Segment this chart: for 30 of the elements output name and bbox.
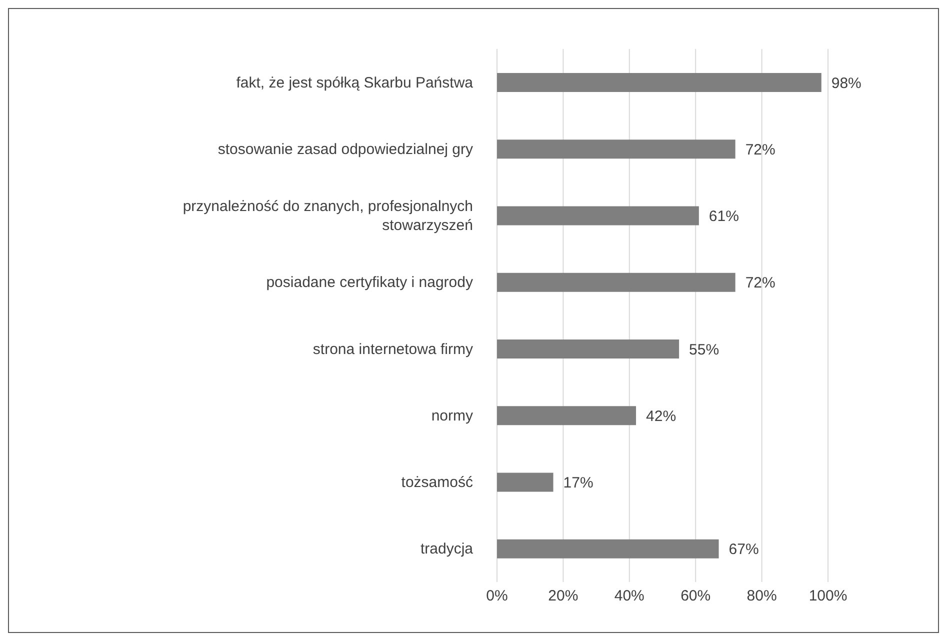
x-tick-label: 0% xyxy=(486,588,508,605)
data-label: 72% xyxy=(745,274,776,292)
bar xyxy=(497,272,736,292)
y-tick-label: strona internetowa firmy xyxy=(312,340,474,358)
bar xyxy=(497,140,736,159)
data-label: 67% xyxy=(728,541,759,558)
bar xyxy=(497,206,699,226)
x-tick-label: 80% xyxy=(746,588,777,605)
y-tick-label: tożsamość xyxy=(401,474,474,492)
bar xyxy=(497,72,822,92)
bar xyxy=(497,339,680,358)
x-tick-label: 100% xyxy=(808,588,848,605)
data-label: 42% xyxy=(646,408,676,425)
y-tick-label: normy xyxy=(431,407,474,424)
x-tick-label: 60% xyxy=(680,588,711,605)
bar xyxy=(497,472,554,492)
y-tick-label: fakt, że jest spółką Skarbu Państwa xyxy=(236,74,474,92)
data-label: 98% xyxy=(831,74,862,92)
y-tick-label: stosowanie zasad odpowiedzialnej gry xyxy=(218,140,474,158)
data-label: 55% xyxy=(689,341,720,358)
x-tick-label: 40% xyxy=(614,588,644,605)
bar xyxy=(497,539,719,558)
data-label: 61% xyxy=(708,208,739,226)
data-label: 72% xyxy=(745,141,776,158)
y-tick-label: tradycja xyxy=(420,540,474,558)
bar xyxy=(497,406,636,426)
data-label: 17% xyxy=(563,474,594,492)
y-tick-label: posiadane certyfikaty i nagrody xyxy=(266,274,474,292)
x-tick-label: 20% xyxy=(548,588,578,605)
y-tick-label: przynależność do znanych, profesjonalnych stowarzyszeń xyxy=(182,198,473,234)
